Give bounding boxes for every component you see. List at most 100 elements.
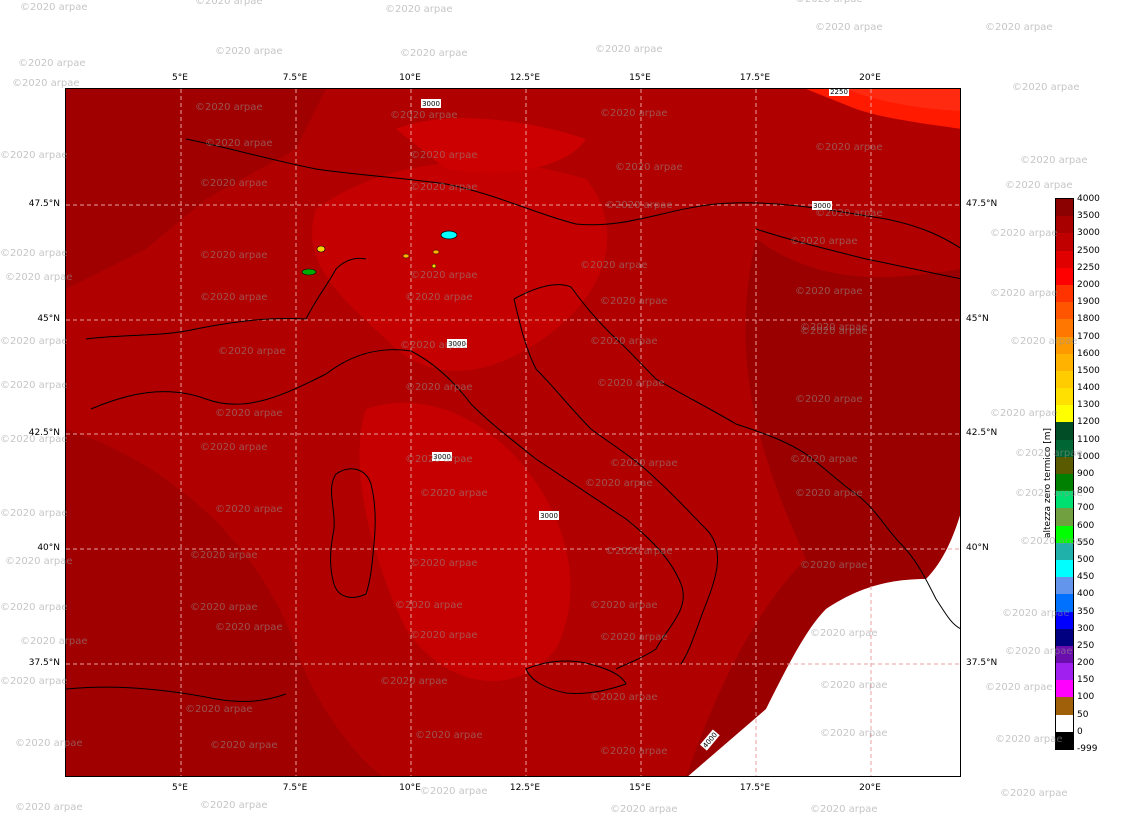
colorbar-level-label: 1400	[1077, 383, 1100, 394]
graticule	[66, 89, 960, 776]
colorbar-segment	[1056, 680, 1073, 698]
field-bright-north	[396, 118, 586, 173]
colorbar-title: altezza zero termico [m]	[1043, 427, 1053, 539]
sicily	[525, 660, 627, 694]
colorbar-level-label: 400	[1077, 589, 1095, 600]
colorbar-segment	[1056, 611, 1073, 630]
lat-tick-right: 37.5°N	[966, 658, 998, 668]
colorbar-level-label: 3000	[1077, 228, 1100, 239]
colorbar-level-label: 1700	[1077, 331, 1100, 342]
north-africa-coast	[66, 686, 287, 702]
alpine-minima	[301, 230, 458, 276]
lon-tick-bottom: 10°E	[399, 783, 421, 793]
colorbar-level-label: 300	[1077, 623, 1095, 634]
contour-label: 3000	[813, 202, 831, 210]
watermark: ©2020 arpae	[595, 44, 663, 55]
colorbar-level-label: 550	[1077, 537, 1095, 548]
lat-tick-right: 47.5°N	[966, 199, 998, 209]
colorbar-level-label: 2000	[1077, 279, 1100, 290]
colorbar-segment	[1056, 319, 1073, 337]
colorbar-segment	[1056, 559, 1073, 578]
swiss-border	[305, 257, 367, 320]
colorbar-level-label: 1600	[1077, 348, 1100, 359]
minimum-contour	[301, 268, 317, 276]
adriatic-west-coast	[513, 298, 719, 665]
sardinia-corsica	[330, 468, 376, 598]
watermark: ©2020 arpae	[0, 150, 68, 161]
field-bright-alps	[312, 162, 608, 371]
lat-tick-left: 37.5°N	[28, 658, 60, 668]
colorbar-segment	[1056, 267, 1073, 286]
colorbar-level-label: 1900	[1077, 297, 1100, 308]
lon-tick-bottom: 15°E	[629, 783, 651, 793]
watermark: ©2020 arpae	[990, 288, 1058, 299]
watermark: ©2020 arpae	[1012, 82, 1080, 93]
watermark: ©2020 arpae	[5, 556, 73, 567]
colorbar-segment	[1056, 508, 1073, 527]
adriatic-east-coast	[513, 284, 807, 455]
colorbar-level-label: 2250	[1077, 262, 1100, 273]
contour-label: 3000	[448, 340, 466, 348]
colorbar-level-label: 700	[1077, 503, 1095, 514]
colorbar-segment	[1056, 491, 1073, 509]
colorbar-level-label: 250	[1077, 640, 1095, 651]
contour-label: 2250	[830, 89, 848, 96]
colorbar-segment	[1056, 456, 1073, 475]
colorbar-level-label: 200	[1077, 658, 1095, 669]
balkan-coast	[805, 453, 960, 629]
watermark: ©2020 arpae	[810, 804, 878, 815]
alpine-borders	[185, 138, 960, 249]
colorbar-level-label: 1500	[1077, 365, 1100, 376]
lat-tick-left: 47.5°N	[28, 199, 60, 209]
lon-tick-top: 12.5°E	[509, 73, 541, 83]
field-max-northeast-core	[846, 89, 960, 111]
colorbar-segment	[1056, 388, 1073, 406]
colorbar-segment	[1056, 474, 1073, 492]
colorbar-segment	[1056, 233, 1073, 252]
colorbar-segment	[1056, 714, 1073, 733]
watermark: ©2020 arpae	[990, 408, 1058, 419]
watermark: ©2020 arpae	[0, 380, 68, 391]
lat-tick-right: 40°N	[966, 543, 989, 553]
lon-tick-bottom: 12.5°E	[509, 783, 541, 793]
watermark: ©2020 arpae	[0, 676, 68, 687]
lon-tick-top: 20°E	[859, 73, 881, 83]
colorbar-segment	[1056, 336, 1073, 355]
watermark: ©2020 arpae	[385, 4, 453, 15]
colorbar-level-label: -999	[1077, 744, 1098, 754]
lon-tick-bottom: 20°E	[859, 783, 881, 793]
watermark: ©2020 arpae	[1020, 155, 1088, 166]
lat-tick-left: 42.5°N	[28, 428, 60, 438]
watermark: ©2020 arpae	[400, 48, 468, 59]
colorbar-level-label: 1800	[1077, 314, 1100, 325]
colorbar-level-label: 0	[1077, 726, 1083, 737]
colorbar-level-label: 100	[1077, 692, 1095, 703]
colorbar-segment	[1056, 439, 1073, 458]
contour-label: 3000	[422, 100, 440, 108]
colorbar-level-label: 1200	[1077, 417, 1100, 428]
watermark: ©2020 arpae	[985, 682, 1053, 693]
watermark: ©2020 arpae	[195, 0, 263, 7]
minimum-contour	[402, 253, 410, 259]
colorbar-segment	[1056, 353, 1073, 372]
contour-label-box	[699, 729, 720, 751]
watermark: ©2020 arpae	[20, 2, 88, 13]
colorbar-segment	[1056, 370, 1073, 389]
colorbar-level-label: 1000	[1077, 451, 1100, 462]
watermark: ©2020 arpae	[1000, 788, 1068, 799]
contour-labels: 3000 2250 3000 3000 3000 3000 4000	[421, 89, 849, 751]
contour-label-box	[812, 201, 832, 210]
colorbar-segment	[1056, 731, 1073, 750]
lon-tick-bottom: 7.5°E	[282, 783, 308, 793]
colorbar-segment	[1056, 645, 1073, 664]
contour-label-box	[447, 339, 467, 348]
lat-tick-left: 45°N	[37, 314, 60, 324]
lon-tick-top: 5°E	[172, 73, 188, 83]
colorbar-level-label: 600	[1077, 520, 1095, 531]
colorbar-level-label: 800	[1077, 486, 1095, 497]
lat-tick-right: 42.5°N	[966, 428, 998, 438]
watermark: ©2020 arpae	[795, 0, 863, 5]
watermark: ©2020 arpae	[0, 508, 68, 519]
france-borders	[85, 317, 307, 340]
minimum-contour	[316, 245, 326, 253]
